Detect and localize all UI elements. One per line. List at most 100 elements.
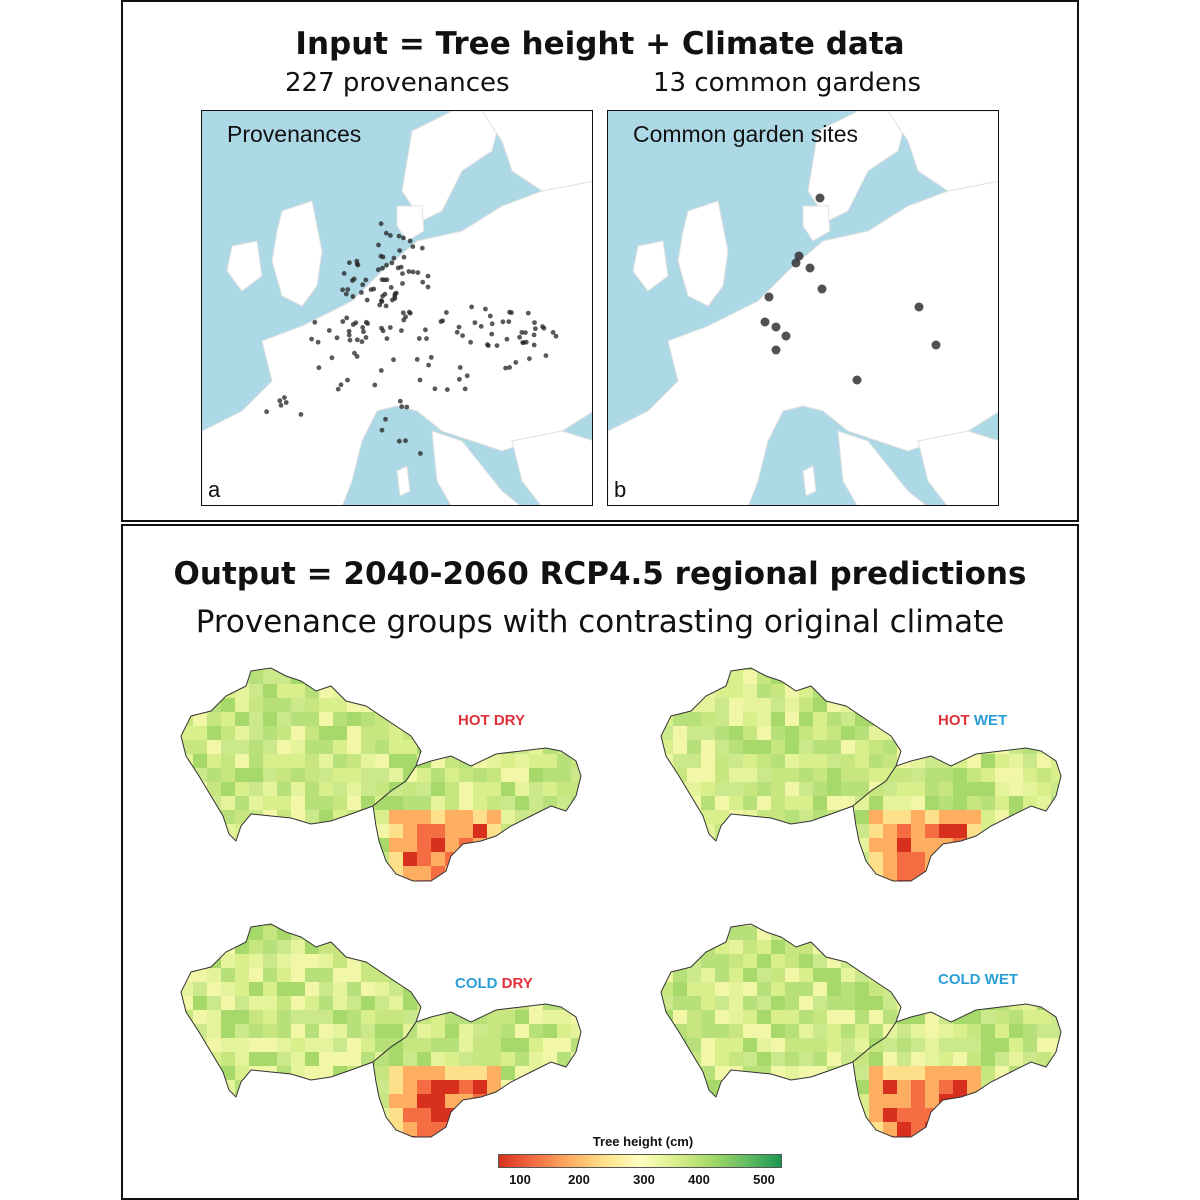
garden-site [815, 193, 825, 203]
provenance-point [444, 387, 450, 392]
provenance-point [363, 277, 369, 283]
garden-site [760, 317, 770, 327]
map-hot-wet [660, 667, 1062, 882]
provenances-label: Provenances [227, 121, 362, 147]
legend-tick: 400 [688, 1172, 710, 1187]
provenance-point [533, 326, 538, 332]
provenance-point [550, 330, 556, 335]
provenance-point [523, 330, 528, 335]
provenance-point [345, 377, 350, 383]
provenances-map: Provenances a [201, 110, 593, 506]
provenance-point [387, 325, 393, 330]
provenance-point [347, 260, 352, 266]
provenance-point [457, 365, 463, 370]
provenance-point [532, 320, 537, 325]
provenance-point [388, 285, 394, 290]
common-gardens-map: Common garden sites b [607, 110, 999, 506]
provenance-point [489, 321, 495, 327]
provenance-point [504, 336, 510, 342]
provenance-point [404, 404, 410, 410]
input-title: Input = Tree height + Climate data [295, 26, 905, 62]
scenario-cold-wet: COLD WET [938, 971, 1018, 988]
provenance-point [334, 335, 340, 341]
garden-site [791, 258, 801, 268]
provenance-point [346, 332, 352, 338]
provenance-point [531, 342, 537, 348]
provenance-point [345, 287, 351, 292]
provenance-point [472, 320, 478, 326]
garden-site [931, 340, 941, 350]
scenario-cold-dry: COLD DRY [455, 975, 533, 992]
legend-tick: 300 [633, 1172, 655, 1187]
provenance-point [410, 269, 416, 275]
provenance-point [525, 310, 531, 316]
provenance-point [341, 271, 347, 276]
provenance-point [416, 336, 422, 341]
provenance-point [456, 324, 462, 330]
provenance-point [354, 258, 360, 264]
provenance-point [487, 313, 493, 319]
provenance-point [312, 319, 318, 325]
provenance-point [388, 233, 393, 238]
provenance-point [338, 382, 344, 388]
provenance-point [425, 284, 431, 290]
provenance-point [340, 319, 346, 324]
provenance-point [457, 376, 462, 382]
legend-tick: 100 [509, 1172, 531, 1187]
provenance-point [424, 336, 429, 341]
provenance-point [406, 269, 412, 274]
provenance-point [382, 277, 387, 283]
provenance-point [344, 315, 350, 321]
provenance-point [419, 245, 425, 251]
provenance-point [277, 398, 283, 404]
provenance-point [278, 402, 284, 408]
provenance-point [469, 304, 474, 310]
provenance-point [315, 339, 321, 345]
provenance-point [401, 254, 407, 260]
color-legend: Tree height (cm) 100 200 300 400 500 [498, 1132, 788, 1192]
garden-site [771, 322, 781, 332]
garden-site [852, 375, 862, 385]
provenance-point [350, 322, 356, 327]
provenance-point [372, 382, 378, 388]
provenance-point [379, 298, 384, 304]
gardens-count: 13 common gardens [653, 68, 922, 98]
provenance-point [282, 395, 287, 400]
provenance-point [384, 336, 390, 341]
provenance-point [543, 353, 549, 358]
provenance-point [438, 319, 444, 324]
provenance-point [506, 319, 512, 325]
provenance-point [407, 238, 413, 244]
provenance-point [392, 296, 398, 301]
provenance-point [400, 271, 405, 276]
provenance-point [428, 355, 434, 360]
provenance-point [375, 267, 381, 273]
provenance-point [406, 309, 412, 315]
provenance-point [460, 333, 465, 338]
provenance-point [360, 325, 366, 330]
provenance-point [520, 340, 526, 345]
provenance-point [363, 335, 369, 340]
provenance-point [364, 297, 370, 303]
provenance-point [486, 343, 491, 348]
provenance-point [377, 302, 383, 308]
provenance-point [391, 255, 397, 261]
provenance-point [396, 233, 402, 239]
provenance-point [500, 319, 506, 325]
provenance-point [383, 303, 389, 309]
provenance-point [346, 328, 352, 334]
provenance-point [379, 427, 385, 433]
provenance-point [426, 362, 431, 368]
provenance-point [415, 270, 421, 275]
provenance-point [264, 409, 269, 415]
provenance-point [354, 337, 360, 343]
europe-map-a [202, 111, 592, 505]
provenance-point [382, 291, 388, 297]
provenance-point [368, 287, 374, 292]
garden-site [914, 302, 924, 312]
provenance-point [352, 350, 357, 356]
provenance-point [553, 333, 559, 339]
provenance-point [380, 265, 385, 271]
scenario-hot-dry: HOT DRY [458, 712, 525, 729]
provenance-point [397, 248, 402, 254]
